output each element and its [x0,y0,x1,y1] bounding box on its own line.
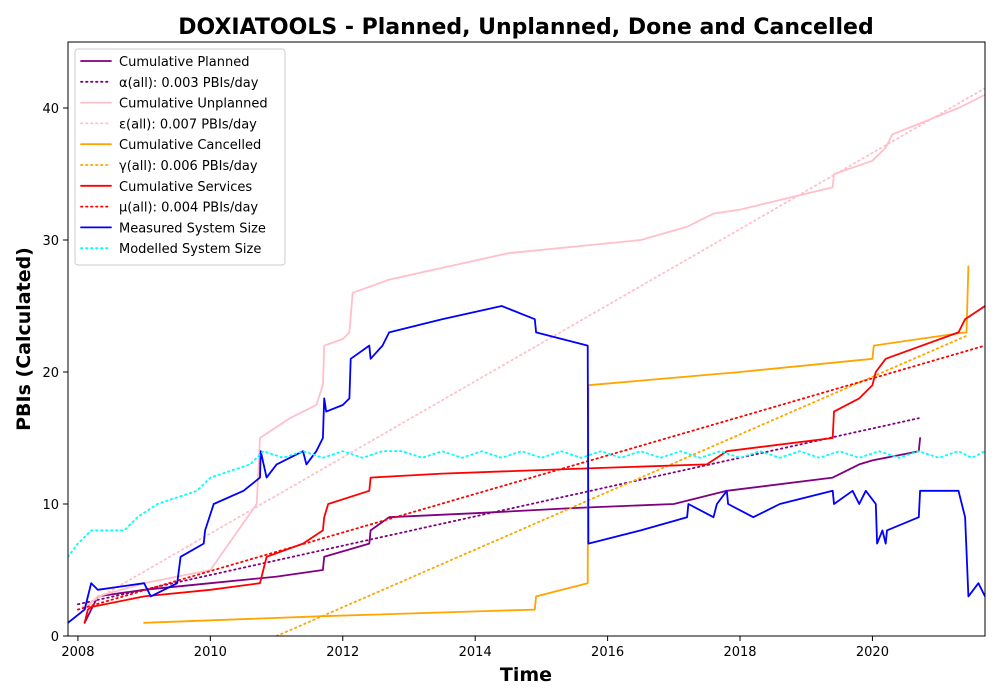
series-layer [68,87,985,636]
series-line-3 [77,87,985,611]
x-axis-label: Time [500,664,552,686]
series-line-1 [77,417,920,606]
legend-entry-6: Cumulative Services [119,180,252,195]
series-line-7 [77,344,985,611]
y-tick-label-2: 20 [42,366,59,381]
legend-entry-9: Modelled System Size [119,242,261,257]
y-tick-label-4: 40 [42,102,59,117]
series-line-6 [83,305,985,624]
y-tick-label-1: 10 [42,498,59,513]
legend-box [74,48,286,266]
legend-entry-3: ε(all): 0.007 PBIs/day [119,117,257,132]
x-tick-label-1: 2010 [194,645,227,660]
plot-frame [67,41,986,637]
x-tick-label-2: 2012 [326,645,359,660]
x-tick-label-0: 2008 [61,645,94,660]
series-line-5 [275,334,970,636]
x-axis: 2008 2010 2012 2014 2016 2018 2020 [61,636,889,660]
legend-entry-8: Measured System Size [119,221,266,236]
y-axis: 0 10 20 30 40 [42,102,68,645]
legend-entry-0: Cumulative Planned [119,55,249,70]
legend-entry-7: μ(all): 0.004 PBIs/day [119,201,258,216]
legend-entry-5: γ(all): 0.006 PBIs/day [119,159,258,174]
series-line-0 [83,437,921,624]
legend-entry-1: α(all): 0.003 PBIs/day [119,76,259,91]
legend: Cumulative Planned α(all): 0.003 PBIs/day… [74,48,286,266]
chart-title: DOXIATOOLS - Planned, Unplanned, Done an… [178,15,873,40]
y-tick-label-0: 0 [51,630,59,645]
series-line-4 [143,265,970,624]
legend-entry-4: Cumulative Cancelled [119,138,261,153]
x-tick-label-5: 2018 [723,645,756,660]
y-axis-label: PBIs (Calculated) [13,247,35,431]
series-line-9 [68,450,985,558]
legend-entry-2: Cumulative Unplanned [119,97,268,112]
x-tick-label-6: 2020 [856,645,889,660]
series-line-8 [68,305,985,624]
y-tick-label-3: 30 [42,234,59,249]
x-tick-label-3: 2014 [459,645,492,660]
x-tick-label-4: 2016 [591,645,624,660]
series-line-2 [83,93,985,611]
